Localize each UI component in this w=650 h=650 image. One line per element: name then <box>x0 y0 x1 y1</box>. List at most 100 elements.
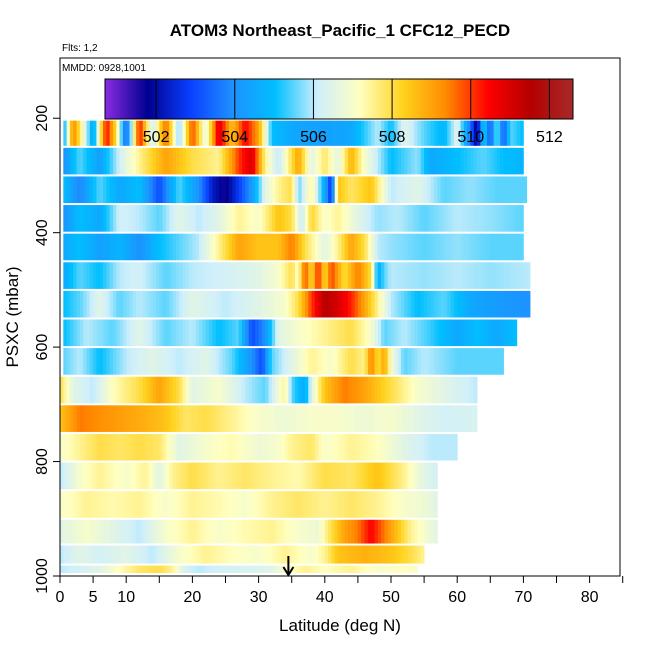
heatmap-cell <box>347 405 352 432</box>
heatmap-cell <box>245 545 250 564</box>
heatmap-cell <box>285 120 289 146</box>
heatmap-cell <box>324 120 329 146</box>
heatmap-cell <box>218 545 223 564</box>
heatmap-cell <box>278 262 283 289</box>
heatmap-cell <box>215 205 220 232</box>
heatmap-cell <box>179 348 183 375</box>
heatmap-cell <box>371 519 375 544</box>
heatmap-cell <box>318 205 322 232</box>
heatmap-cell <box>189 462 193 490</box>
heatmap-cell <box>288 120 293 146</box>
heatmap-cell <box>76 290 81 318</box>
heatmap-cell <box>357 147 362 175</box>
heatmap-cell <box>136 462 140 490</box>
heatmap-cell <box>318 233 322 261</box>
heatmap-cell <box>513 120 518 146</box>
heatmap-cell <box>520 147 524 175</box>
heatmap-cell <box>324 348 329 375</box>
heatmap-cell <box>391 348 395 375</box>
heatmap-cell <box>232 376 236 404</box>
heatmap-cell <box>258 462 263 490</box>
heatmap-cell <box>232 545 236 564</box>
heatmap-cell <box>400 120 405 146</box>
heatmap-cell <box>185 147 190 175</box>
heatmap-cell <box>430 462 435 490</box>
heatmap-cell <box>331 405 336 432</box>
heatmap-cell <box>500 120 504 146</box>
heatmap-cell <box>169 565 173 573</box>
heatmap-cell <box>397 120 402 146</box>
heatmap-cell <box>397 491 402 518</box>
heatmap-cell <box>132 348 137 375</box>
heatmap-cell <box>344 519 349 544</box>
heatmap-cell <box>242 405 246 432</box>
heatmap-cell <box>324 433 329 461</box>
heatmap-cell <box>165 120 170 146</box>
heatmap-cell <box>298 120 303 146</box>
heatmap-cell <box>384 545 389 564</box>
heatmap-cell <box>367 176 372 204</box>
heatmap-cell <box>63 545 68 564</box>
heatmap-cell <box>404 319 408 347</box>
heatmap-cell <box>354 491 359 518</box>
heatmap-cell <box>251 491 256 518</box>
heatmap-cell <box>225 348 230 375</box>
heatmap-cell <box>205 147 210 175</box>
heatmap-cell <box>467 262 471 289</box>
heatmap-cell <box>245 348 250 375</box>
heatmap-cell <box>361 376 365 404</box>
heatmap-cell <box>261 405 266 432</box>
heatmap-cell <box>410 147 415 175</box>
heatmap-cell <box>60 519 64 544</box>
heatmap-cell <box>132 176 137 204</box>
heatmap-cell <box>69 376 74 404</box>
heatmap-cell <box>112 290 117 318</box>
heatmap-cell <box>285 205 289 232</box>
heatmap-cell <box>364 545 369 564</box>
heatmap-cell <box>169 433 173 461</box>
heatmap-cell <box>338 233 342 261</box>
heatmap-cell <box>192 262 197 289</box>
heatmap-cell <box>437 348 442 375</box>
heatmap-cell <box>291 565 296 573</box>
heatmap-cell <box>334 319 339 347</box>
heatmap-cell <box>354 290 359 318</box>
heatmap-cell <box>430 290 435 318</box>
heatmap-cell <box>73 262 77 289</box>
heatmap-cell <box>73 433 77 461</box>
heatmap-cell <box>453 176 458 204</box>
heatmap-cell <box>129 205 134 232</box>
heatmap-cell <box>341 519 346 544</box>
heatmap-cell <box>361 120 365 146</box>
heatmap-cell <box>162 519 167 544</box>
heatmap-cell <box>175 120 180 146</box>
heatmap-cell <box>109 565 114 573</box>
heatmap-cell <box>251 433 256 461</box>
heatmap-cell <box>222 405 226 432</box>
heatmap-cell <box>66 545 71 564</box>
heatmap-cell <box>381 545 385 564</box>
heatmap-cell <box>377 147 382 175</box>
heatmap-cell <box>506 120 511 146</box>
heatmap-cell <box>470 405 475 432</box>
heatmap-cell <box>195 433 200 461</box>
heatmap-cell <box>212 519 216 544</box>
heatmap-cell <box>119 233 124 261</box>
heatmap-cell <box>222 491 226 518</box>
heatmap-cell <box>414 462 418 490</box>
heatmap-cell <box>89 120 94 146</box>
heatmap-cell <box>281 348 286 375</box>
heatmap-cell <box>308 319 312 347</box>
heatmap-cell <box>218 405 223 432</box>
heatmap-cell <box>258 205 263 232</box>
heatmap-cell <box>99 462 104 490</box>
heatmap-cell <box>460 376 465 404</box>
heatmap-cell <box>129 545 134 564</box>
heatmap-cell <box>450 262 455 289</box>
heatmap-cell <box>265 433 269 461</box>
heatmap-cell <box>222 290 226 318</box>
heatmap-cell <box>63 120 68 146</box>
heatmap-cell <box>142 348 147 375</box>
heatmap-cell <box>447 405 451 432</box>
heatmap-cell <box>351 262 355 289</box>
